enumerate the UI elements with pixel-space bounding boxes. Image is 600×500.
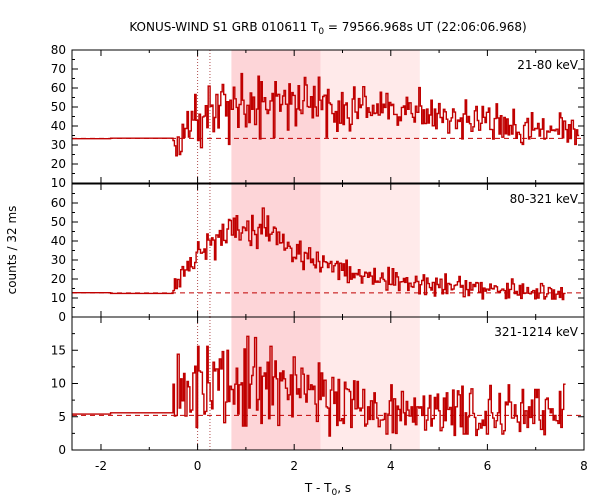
y-tick-label: 20	[51, 157, 66, 171]
shaded-band-1	[231, 184, 321, 317]
y-tick-label: 10	[51, 291, 66, 305]
y-tick-label: 15	[51, 343, 66, 357]
chart-title-suffix: = 79566.968s UT (22:06:06.968)	[324, 20, 527, 34]
energy-band-label: 80-321 keV	[510, 192, 579, 206]
energy-band-label: 21-80 keV	[517, 58, 579, 72]
energy-band-label: 321-1214 keV	[494, 325, 578, 339]
y-tick-label: 70	[51, 62, 66, 76]
x-tick-label: 8	[580, 459, 588, 473]
chart-title-prefix: KONUS-WIND S1 GRB 010611 T	[129, 20, 319, 34]
y-tick-label: 50	[51, 100, 66, 114]
y-axis-label: counts / 32 ms	[5, 206, 19, 295]
x-axis-label-main: T - T	[304, 481, 332, 495]
y-tick-label: 20	[51, 272, 66, 286]
y-tick-label: 5	[58, 410, 66, 424]
count-rate-histogram	[72, 207, 566, 301]
y-tick-label: 40	[51, 234, 66, 248]
panel-1: 10 20 30 40 50 60 70 80 21-80 keV	[51, 43, 585, 190]
x-axis-label: T - T0, s	[304, 481, 351, 498]
y-tick-label: 10	[51, 377, 66, 391]
y-tick-label: 60	[51, 196, 66, 210]
x-axis-label-subscript: 0	[332, 488, 338, 498]
y-tick-label: 40	[51, 119, 66, 133]
panel-2: 0 10 20 30 40 50 60 80-321 keV	[51, 183, 585, 324]
panel-3: 0 5 10 15 321-1214 keV	[51, 316, 585, 457]
shaded-band-2	[320, 317, 420, 450]
y-tick-label: 60	[51, 81, 66, 95]
chart-title: KONUS-WIND S1 GRB 010611 T0 = 79566.968s…	[129, 20, 526, 37]
count-rate-histogram	[72, 72, 580, 157]
y-tick-label: 30	[51, 138, 66, 152]
y-tick-label: 80	[51, 43, 66, 57]
x-tick-label: 6	[484, 459, 492, 473]
x-tick-label: -2	[95, 459, 107, 473]
count-rate-histogram	[72, 335, 566, 437]
chart-title-subscript: 0	[318, 27, 324, 37]
y-tick-label: 50	[51, 215, 66, 229]
y-tick-label: 30	[51, 253, 66, 267]
x-axis-label-unit: , s	[337, 481, 351, 495]
y-tick-label: 0	[58, 310, 66, 324]
x-tick-label: 0	[194, 459, 202, 473]
y-tick-label: 10	[51, 176, 66, 190]
x-tick-label: 2	[290, 459, 298, 473]
y-tick-label: 0	[58, 443, 66, 457]
shaded-band-2	[320, 184, 420, 317]
x-tick-label: 4	[387, 459, 395, 473]
